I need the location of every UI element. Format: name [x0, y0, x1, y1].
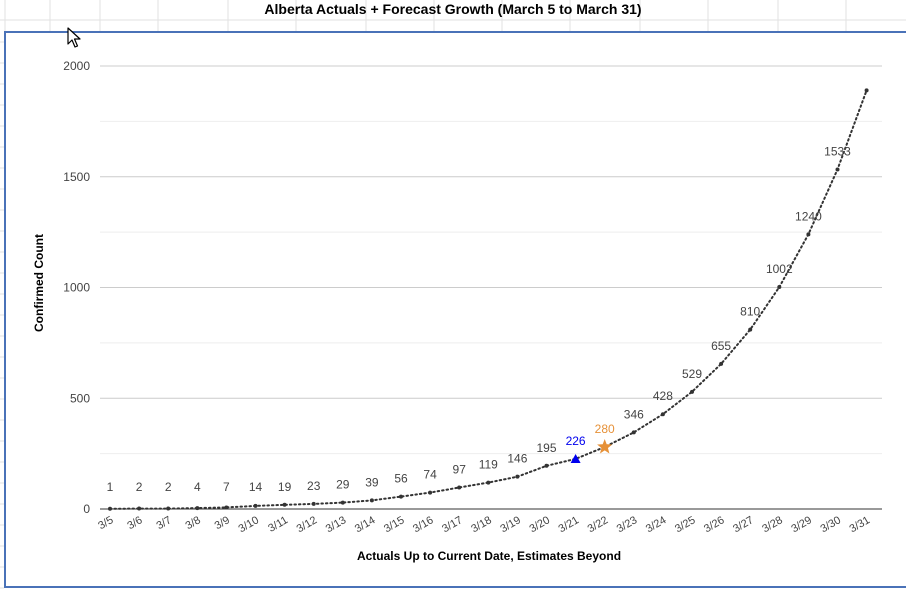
x-tick-label: 3/15: [382, 514, 407, 535]
x-tick-label: 3/11: [266, 514, 290, 535]
data-point[interactable]: [690, 389, 694, 394]
y-axis-label: Confirmed Count: [32, 234, 46, 332]
data-point[interactable]: [457, 485, 462, 490]
x-tick-label: 3/18: [469, 514, 494, 535]
x-tick-label: 3/20: [527, 514, 552, 535]
data-points: [108, 88, 869, 511]
data-label: 119: [479, 458, 498, 472]
data-label: 428: [653, 389, 673, 403]
data-point[interactable]: [515, 474, 520, 479]
x-tick-label: 3/23: [615, 514, 640, 535]
x-tick-label: 3/22: [586, 514, 611, 535]
data-label: 23: [307, 479, 321, 493]
gridlines: [100, 65, 882, 455]
data-label: 4: [194, 480, 201, 494]
data-label: 346: [624, 407, 644, 421]
x-tick-label: 3/29: [789, 514, 814, 535]
data-point[interactable]: [369, 498, 374, 503]
data-point[interactable]: [282, 502, 287, 507]
data-label: 810: [740, 305, 760, 319]
data-point[interactable]: [224, 505, 229, 510]
data-label: 280: [595, 422, 615, 436]
data-point[interactable]: [137, 506, 142, 511]
x-tick-label: 3/31: [848, 514, 873, 535]
y-tick-label: 500: [70, 391, 90, 405]
x-tick-label: 3/24: [644, 514, 669, 535]
y-tick-label: 1000: [63, 281, 90, 295]
x-tick-label: 3/16: [411, 514, 436, 535]
data-label: 1533: [824, 144, 851, 158]
x-tick-label: 3/19: [498, 514, 523, 535]
x-tick-label: 3/25: [673, 514, 698, 535]
data-point[interactable]: [777, 285, 782, 290]
x-tick-label: 3/13: [324, 514, 349, 535]
x-tick-label: 3/8: [184, 514, 203, 532]
data-point[interactable]: [195, 506, 200, 511]
x-axis-label: Actuals Up to Current Date, Estimates Be…: [357, 549, 621, 563]
data-label: 195: [536, 441, 556, 455]
series-line: [109, 89, 868, 510]
data-point[interactable]: [806, 232, 811, 237]
data-label: 74: [423, 468, 437, 482]
data-point[interactable]: [835, 167, 840, 172]
data-label: 1002: [766, 262, 793, 276]
x-tick-label: 3/7: [154, 514, 173, 532]
x-tick-label: 3/30: [818, 514, 843, 535]
data-label: 7: [223, 480, 230, 494]
highlight-triangle-marker[interactable]: [570, 453, 581, 463]
data-label: 14: [249, 480, 263, 494]
chart-title: Alberta Actuals + Forecast Growth (March…: [264, 1, 642, 17]
data-label: 146: [507, 452, 527, 466]
data-label: 56: [394, 472, 408, 486]
x-axis-ticks: 3/5 3/6 3/7 3/8 3/9 3/10 3/11 3/12 3/13 3/14 3/15 3…: [96, 514, 872, 535]
data-point[interactable]: [719, 361, 724, 366]
x-tick-label: 3/14: [353, 514, 378, 535]
x-tick-label: 3/26: [702, 514, 727, 535]
x-tick-label: 3/17: [440, 514, 465, 535]
chart-frame[interactable]: 0 500 1000 1500 2000 3/5 3/6 3/7 3/8 3/9 3/10 3/11…: [4, 31, 906, 588]
x-tick-label: 3/10: [236, 514, 261, 535]
data-point[interactable]: [486, 480, 491, 485]
data-point[interactable]: [660, 412, 665, 417]
data-label: 97: [453, 463, 467, 477]
mouse-pointer-icon: [67, 27, 81, 48]
data-point[interactable]: [864, 88, 869, 93]
data-point[interactable]: [166, 506, 171, 511]
x-tick-label: 3/12: [295, 514, 320, 535]
y-axis-ticks: 0 500 1000 1500 2000: [63, 59, 90, 516]
x-tick-label: 3/27: [731, 514, 756, 535]
data-point[interactable]: [108, 506, 112, 511]
data-label: 1240: [795, 209, 822, 223]
data-label: 1: [107, 480, 114, 494]
data-point[interactable]: [311, 501, 316, 506]
highlight-star-marker[interactable]: [597, 438, 613, 454]
x-tick-label: 3/9: [213, 514, 232, 532]
x-tick-label: 3/21: [557, 514, 582, 535]
data-label: 529: [682, 367, 702, 381]
y-tick-label: 2000: [63, 59, 90, 73]
data-label: 2: [136, 480, 143, 494]
x-tick-label: 3/6: [125, 514, 144, 532]
data-point[interactable]: [340, 500, 345, 505]
data-label: 655: [711, 339, 731, 353]
data-label: 39: [365, 475, 379, 489]
data-label: 226: [566, 434, 586, 448]
x-tick-label: 3/28: [760, 514, 785, 535]
data-label: 29: [336, 478, 350, 492]
data-label: 2: [165, 480, 172, 494]
data-labels: 1 2 2 4 7 14 19 23 29 39 56 74 97 119 146 195 226 280 346 4…: [107, 144, 852, 494]
data-point[interactable]: [748, 327, 753, 332]
line-chart: 0 500 1000 1500 2000 3/5 3/6 3/7 3/8 3/9 3/10 3/11…: [32, 59, 882, 563]
data-label: 19: [278, 480, 292, 494]
data-point[interactable]: [428, 490, 433, 495]
data-point[interactable]: [253, 503, 258, 508]
x-tick-label: 3/5: [96, 514, 115, 532]
data-point[interactable]: [544, 463, 549, 468]
data-point[interactable]: [631, 430, 636, 435]
y-tick-label: 1500: [63, 170, 90, 184]
y-tick-label: 0: [83, 502, 90, 516]
data-point[interactable]: [399, 494, 403, 499]
